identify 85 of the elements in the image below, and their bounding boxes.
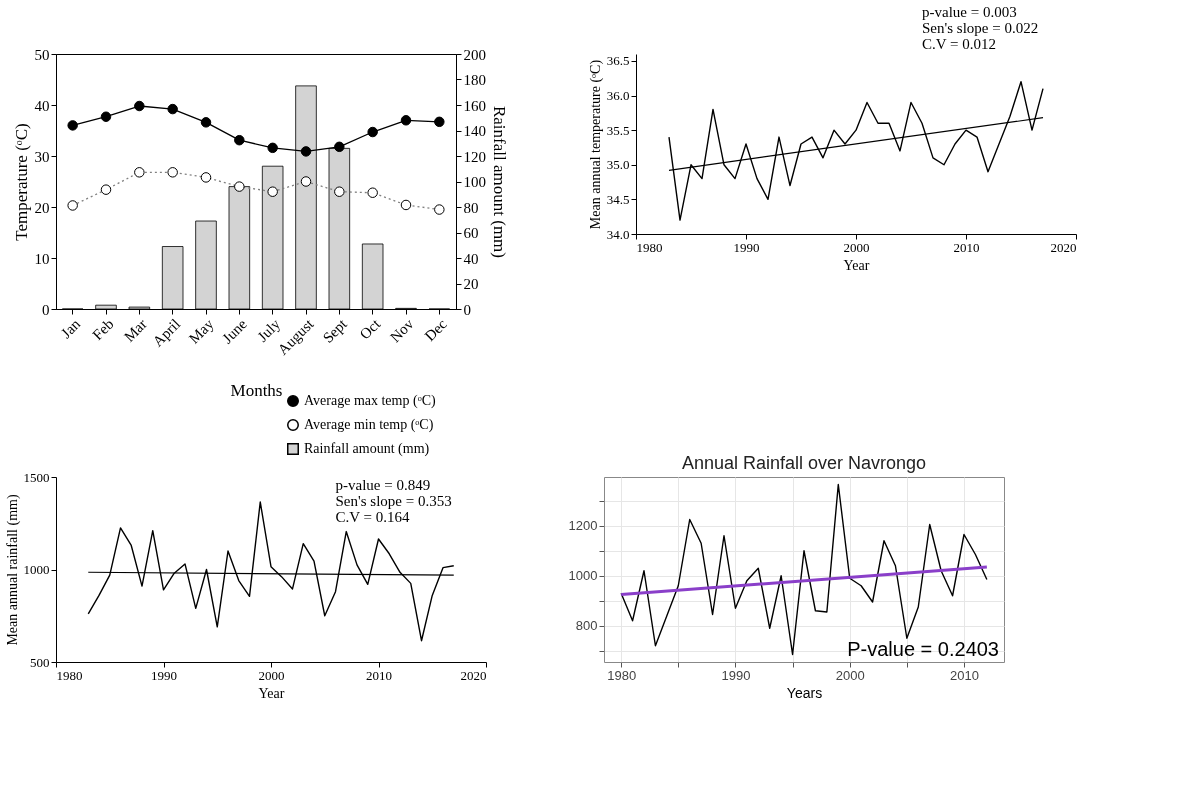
- y2-tick-label: 80: [463, 199, 479, 216]
- y-tick-label: 1200: [568, 518, 598, 534]
- y2-axis-title: Rainfall amount (mm): [490, 105, 509, 259]
- x-axis-title: Years: [786, 684, 823, 701]
- point: [200, 117, 212, 128]
- point: [167, 103, 178, 115]
- x-tick-label: Oct: [356, 315, 384, 343]
- y-tick-label: 10: [34, 250, 50, 267]
- x-tick-label: Sept: [319, 315, 351, 346]
- y2-tick-label: 160: [463, 97, 486, 114]
- text: Sen's slope = 0.022: [922, 20, 1039, 36]
- x-tick-label: Feb: [89, 315, 117, 344]
- x-tick-label: 2010: [953, 239, 980, 255]
- line-series: [668, 80, 1044, 221]
- point: [434, 116, 445, 128]
- x-axis-title: Months: [230, 380, 283, 400]
- y2-tick-label: 20: [463, 276, 479, 292]
- y-tick-label: 30: [34, 148, 50, 165]
- point: [100, 111, 112, 122]
- legend-label: Average max temp (ᵒC): [304, 393, 436, 409]
- x-tick-label: Nov: [387, 315, 417, 346]
- x-tick-label: 2000: [835, 667, 865, 683]
- x-tick-label: 2020: [1050, 239, 1077, 255]
- y2-tick-label: 140: [463, 123, 486, 139]
- x-tick-label: 1980: [607, 667, 637, 683]
- x-tick-label: 2000: [843, 239, 870, 255]
- y-axis-title: Temperature (ᵒC): [11, 123, 31, 241]
- text: p-value = 0.003: [922, 4, 1017, 20]
- y-tick-label: 35.0: [606, 157, 630, 173]
- y2-tick-label: 200: [463, 46, 486, 63]
- y-tick-label: 1500: [23, 469, 50, 485]
- y2-tick-label: 120: [463, 148, 486, 165]
- x-axis-title: Year: [258, 685, 285, 701]
- point: [267, 142, 278, 154]
- y-axis-title: Mean annual temperature (ᵒC): [587, 59, 604, 230]
- point: [234, 134, 245, 146]
- y-tick-label: 50: [34, 46, 50, 63]
- x-tick-label: June: [219, 315, 251, 347]
- y2-tick-label: 60: [463, 225, 479, 241]
- y-tick-label: 34.0: [606, 226, 630, 242]
- y-axis-title: Mean annual rainfall (mm): [4, 494, 21, 646]
- x-tick-label: Dec: [421, 315, 451, 345]
- y-tick-label: 500: [30, 654, 50, 670]
- x-tick-label: July: [254, 315, 284, 345]
- annotation: P-value = 0.2403: [847, 638, 999, 660]
- annotation: p-value = 0.849: [335, 477, 431, 493]
- y2-tick-label: 40: [463, 250, 479, 267]
- annotation: Sen's slope = 0.353: [335, 493, 452, 509]
- x-tick-label: May: [185, 315, 217, 347]
- x-tick-label: 1980: [636, 239, 663, 255]
- y-tick-label: 34.5: [606, 191, 630, 207]
- y2-tick-label: 100: [463, 174, 486, 190]
- y-tick-label: 35.5: [606, 122, 630, 138]
- legend-label: Average min temp (ᵒC): [304, 417, 434, 433]
- point: [367, 126, 378, 138]
- y-tick-label: 36.0: [606, 88, 630, 104]
- y-tick-label: 1000: [568, 568, 598, 584]
- y-tick-label: 800: [575, 618, 598, 634]
- y2-tick-label: 180: [463, 72, 486, 88]
- point: [300, 146, 312, 157]
- x-tick-label: 2010: [366, 667, 392, 683]
- y-tick-label: 0: [42, 301, 50, 318]
- y-tick-label: 1000: [23, 562, 50, 577]
- x-tick-label: 1990: [733, 239, 760, 255]
- point: [400, 115, 412, 126]
- annotation: C.V = 0.164: [335, 509, 411, 525]
- y-tick-label: 20: [34, 199, 50, 216]
- x-axis-title: Year: [843, 257, 870, 273]
- point: [67, 120, 78, 131]
- x-tick-label: 2020: [460, 667, 487, 683]
- x-tick-label: 1990: [721, 667, 751, 683]
- y-tick-label: 40: [34, 97, 50, 114]
- x-tick-label: 1980: [56, 667, 83, 683]
- legend-label: Rainfall amount (mm): [304, 441, 430, 457]
- text: C.V = 0.012: [922, 36, 997, 52]
- chart-title: Annual Rainfall over Navrongo: [681, 453, 927, 473]
- x-tick-label: 1990: [151, 667, 177, 683]
- x-tick-label: 2000: [258, 667, 285, 683]
- x-tick-label: Mar: [120, 315, 150, 345]
- point: [334, 141, 345, 153]
- point: [134, 100, 145, 112]
- y2-tick-label: 0: [463, 301, 471, 318]
- x-tick-label: 2010: [950, 667, 979, 683]
- y-tick-label: 36.5: [606, 53, 630, 69]
- x-tick-label: Jan: [57, 315, 84, 342]
